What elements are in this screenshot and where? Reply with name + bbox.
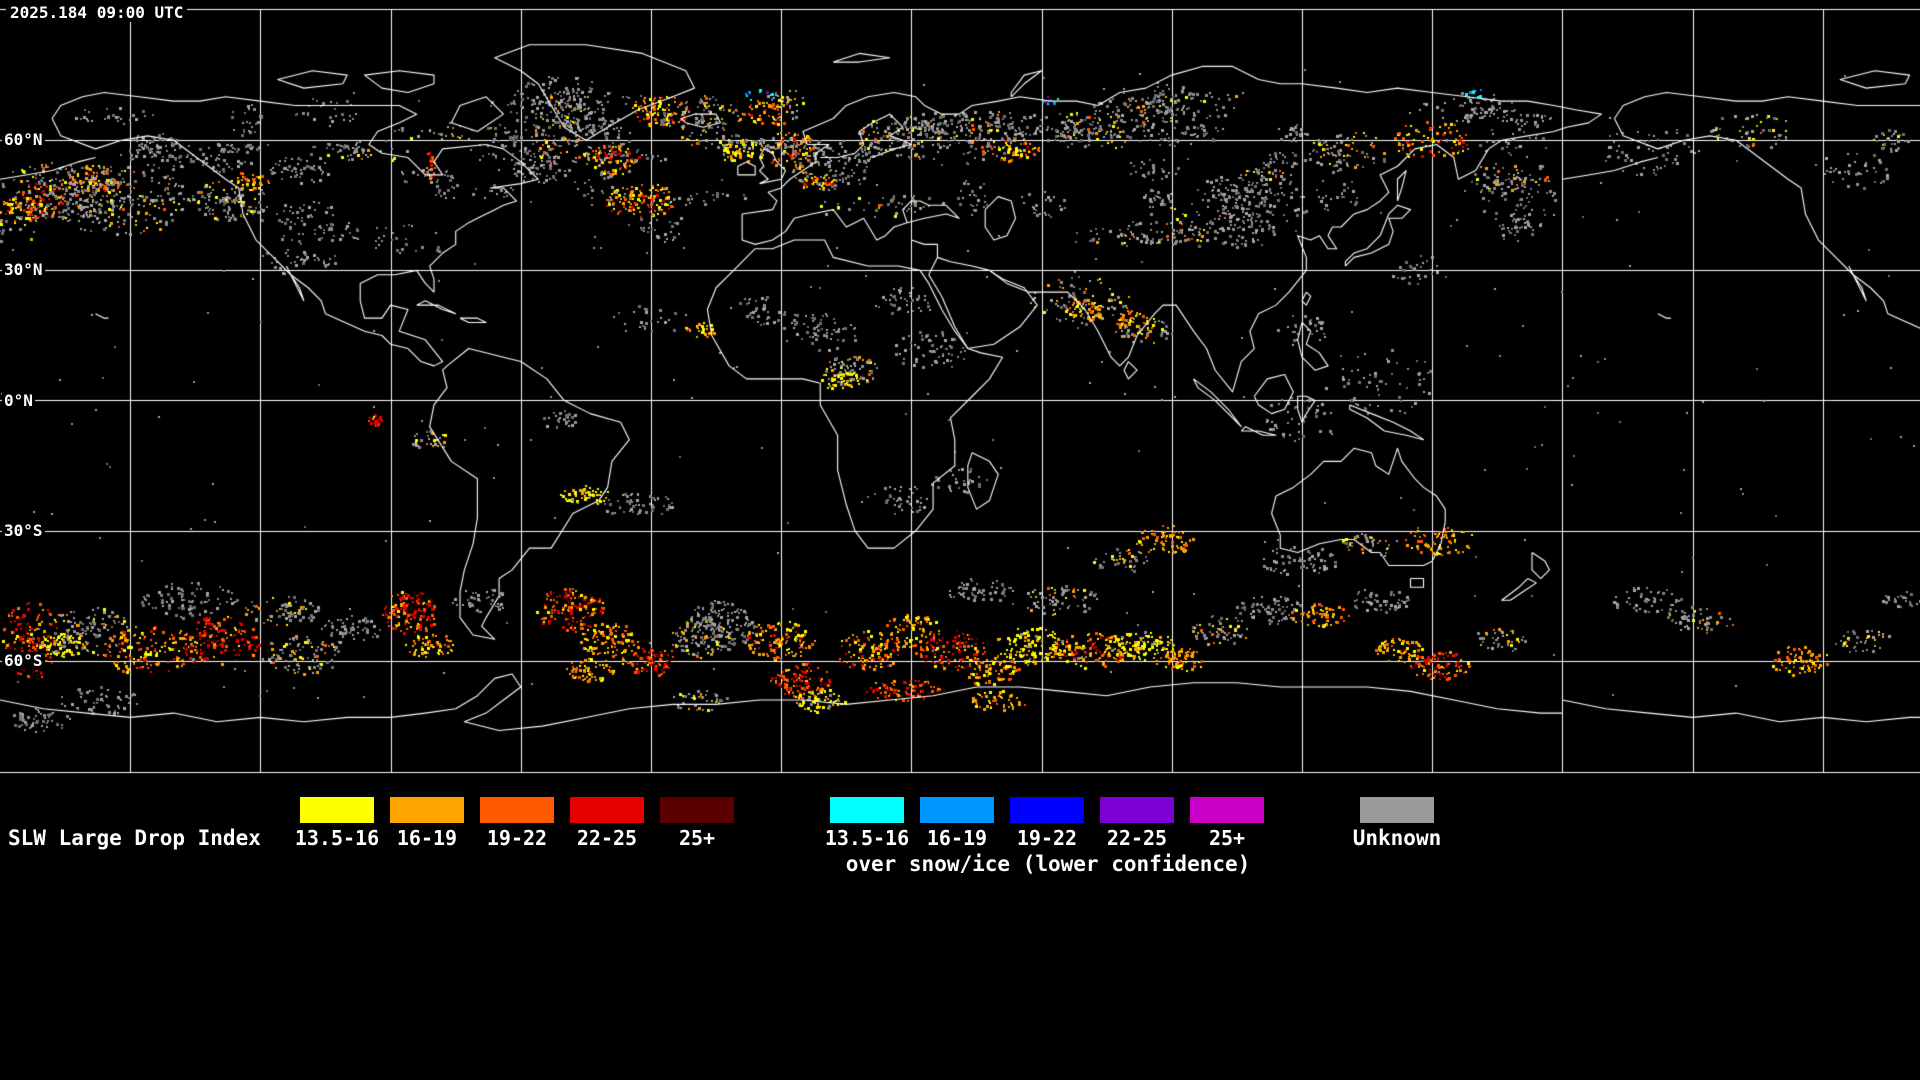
lat-label-30s: 30°S bbox=[2, 521, 45, 540]
lat-label-0n: 0°N bbox=[2, 391, 35, 410]
legend-range-warm-5: 25+ bbox=[678, 826, 716, 850]
legend-swatch-snow-2 bbox=[920, 797, 994, 823]
legend-swatch-snow-3 bbox=[1010, 797, 1084, 823]
legend-range-snow-3: 19-22 bbox=[1016, 826, 1078, 850]
legend-range-snow-1: 13.5-16 bbox=[824, 826, 910, 850]
legend-swatch-snow-4 bbox=[1100, 797, 1174, 823]
legend-swatch-warm-4 bbox=[570, 797, 644, 823]
legend-swatch-warm-3 bbox=[480, 797, 554, 823]
legend-range-snow-2: 16-19 bbox=[926, 826, 988, 850]
legend-swatch-warm-1 bbox=[300, 797, 374, 823]
legend-title: SLW Large Drop Index bbox=[8, 826, 261, 850]
legend-swatch-snow-5 bbox=[1190, 797, 1264, 823]
legend-range-warm-2: 16-19 bbox=[396, 826, 458, 850]
lat-label-60n: 60°N bbox=[2, 130, 45, 149]
legend-range-warm-4: 22-25 bbox=[576, 826, 638, 850]
lat-label-60s: 60°S bbox=[2, 651, 45, 670]
legend-range-snow-4: 22-25 bbox=[1106, 826, 1168, 850]
legend-range-warm-3: 19-22 bbox=[486, 826, 548, 850]
legend-swatch-warm-5 bbox=[660, 797, 734, 823]
lat-label-30n: 30°N bbox=[2, 260, 45, 279]
legend-range-snow-5: 25+ bbox=[1208, 826, 1246, 850]
legend-range-warm-1: 13.5-16 bbox=[294, 826, 380, 850]
legend-snow-note: over snow/ice (lower confidence) bbox=[845, 852, 1251, 876]
timestamp-label: 2025.184 09:00 UTC bbox=[6, 3, 188, 22]
legend-swatch-snow-1 bbox=[830, 797, 904, 823]
legend-swatch-unknown bbox=[1360, 797, 1434, 823]
legend-swatch-warm-2 bbox=[390, 797, 464, 823]
legend-unknown-label: Unknown bbox=[1352, 826, 1442, 850]
